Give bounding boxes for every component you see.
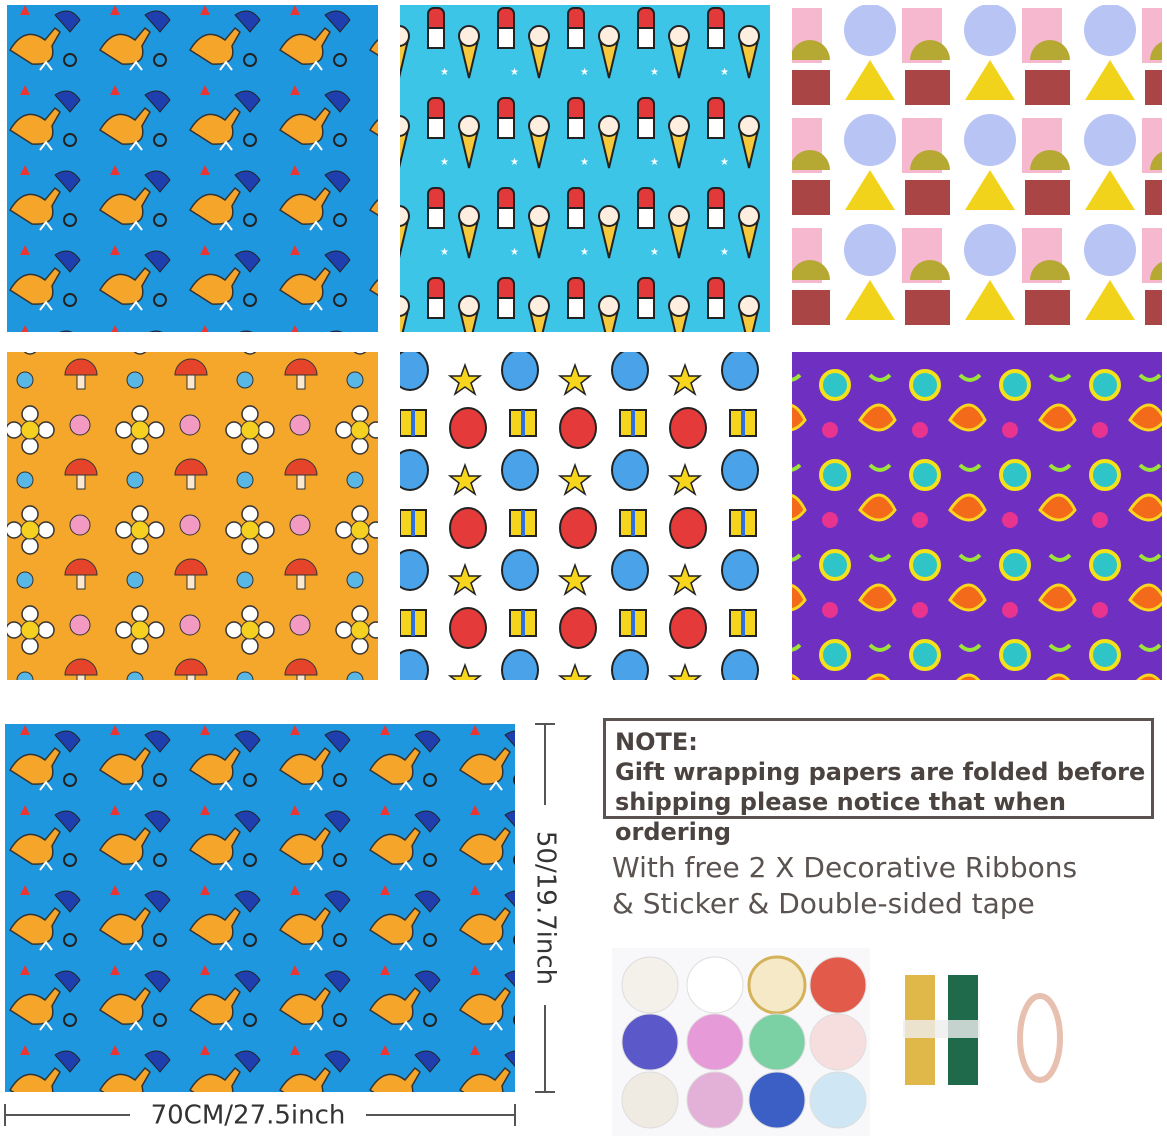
paper-peace [792, 352, 1162, 680]
note-line: shipping please notice that when orderin… [615, 788, 1066, 846]
extras-line: & Sticker & Double-sided tape [612, 887, 1035, 920]
extras-text: With free 2 X Decorative Ribbons & Stick… [612, 850, 1077, 922]
paper-ice-cream [400, 5, 770, 332]
paper-party [400, 352, 770, 680]
sticker-sheet [612, 948, 870, 1136]
paper-groovy [7, 352, 378, 680]
paper-dinosaur [7, 5, 378, 332]
paper-shapes [792, 5, 1162, 332]
extras-line: With free 2 X Decorative Ribbons [612, 851, 1078, 884]
note-box: NOTE: Gift wrapping papers are folded be… [603, 718, 1154, 846]
note-line: Gift wrapping papers are folded before [615, 758, 1146, 786]
note-heading: NOTE: [615, 728, 698, 756]
ribbons [903, 975, 980, 1085]
paper-large-dinosaur [5, 724, 515, 1092]
height-label: 50/19.7inch [531, 831, 561, 985]
width-label: 70CM/27.5inch [151, 1101, 346, 1131]
tape [1017, 993, 1063, 1083]
